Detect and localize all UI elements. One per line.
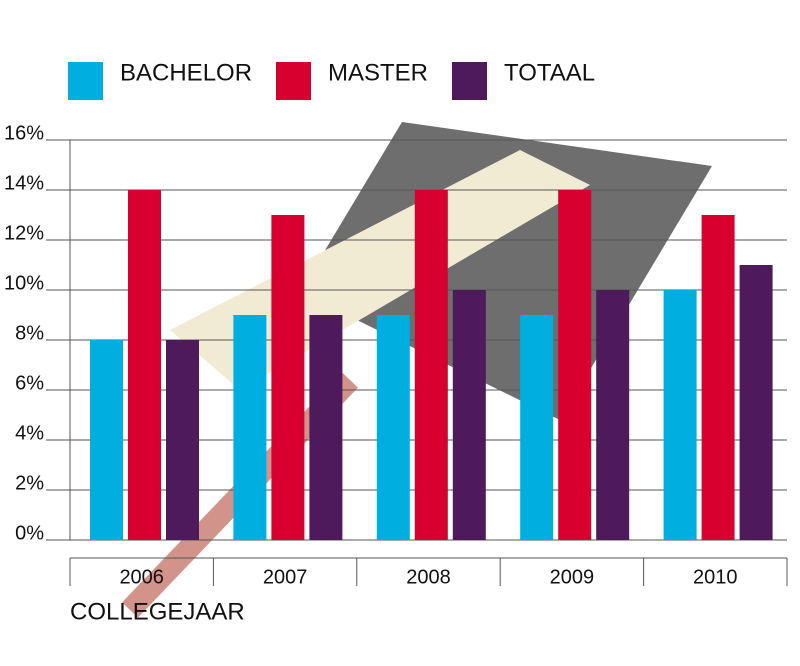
bar	[596, 290, 630, 540]
bar	[701, 215, 735, 540]
bar	[166, 340, 199, 540]
bar	[309, 315, 343, 540]
bar	[558, 190, 592, 540]
bar	[271, 215, 305, 540]
bar	[520, 315, 554, 540]
bar	[663, 290, 697, 540]
bar	[233, 315, 267, 540]
x-tick-label: 2007	[263, 566, 308, 588]
bar	[376, 315, 410, 540]
y-tick-label: 2%	[15, 472, 44, 494]
y-tick-label: 4%	[15, 422, 44, 444]
x-axis-label: COLLEGEJAAR	[70, 598, 245, 625]
bar	[414, 190, 448, 540]
y-tick-label: 14%	[4, 172, 44, 194]
y-tick-label: 12%	[4, 222, 44, 244]
legend-label: TOTAAL	[504, 59, 595, 86]
bar	[739, 265, 773, 540]
bar	[128, 190, 161, 540]
bar	[90, 340, 123, 540]
y-tick-label: 8%	[15, 322, 44, 344]
legend-label: MASTER	[328, 59, 428, 86]
x-tick-label: 2009	[550, 566, 595, 588]
bar	[452, 290, 486, 540]
y-tick-label: 10%	[4, 272, 44, 294]
x-tick-label: 2008	[406, 566, 451, 588]
y-tick-label: 6%	[15, 372, 44, 394]
legend-swatch	[276, 62, 311, 100]
y-tick-label: 0%	[15, 522, 44, 544]
legend-swatch	[452, 62, 487, 100]
y-tick-label: 16%	[4, 122, 44, 144]
x-tick-label: 2010	[693, 566, 738, 588]
legend-label: BACHELOR	[120, 59, 252, 86]
legend-swatch	[68, 62, 103, 100]
x-tick-label: 2006	[119, 566, 164, 588]
